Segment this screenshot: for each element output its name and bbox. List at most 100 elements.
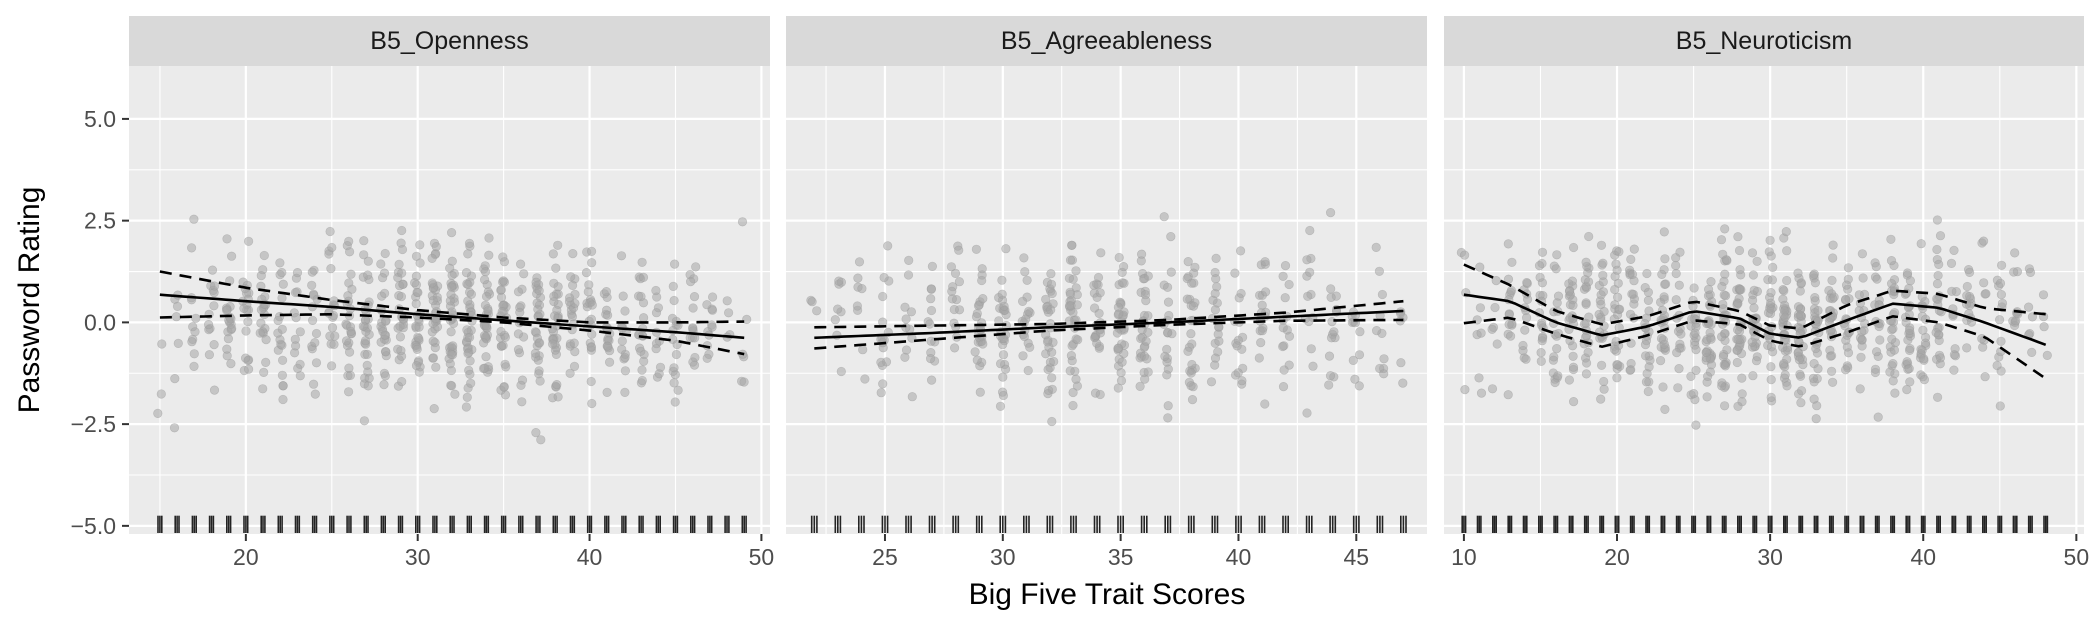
data-point (1935, 231, 1946, 241)
lower-confidence-band (159, 312, 745, 356)
data-point (276, 339, 286, 349)
data-point (445, 296, 455, 306)
data-point (1166, 267, 1176, 277)
x-tick-label: 30 (1757, 544, 1783, 570)
lower-confidence-band (1463, 314, 2047, 380)
data-point (1329, 327, 1339, 337)
data-point (616, 251, 627, 261)
y-tick-label: 5.0 (84, 106, 116, 132)
data-point (462, 279, 472, 289)
data-point (1581, 318, 1591, 329)
data-point (1747, 337, 1757, 347)
data-point (498, 252, 508, 262)
data-point (1459, 250, 1470, 260)
data-point (157, 339, 167, 349)
data-point (636, 291, 646, 302)
data-point (636, 346, 646, 356)
data-point (519, 269, 529, 279)
data-point (1163, 297, 1174, 307)
data-point (1808, 373, 1818, 384)
data-point (925, 319, 935, 329)
data-point (1916, 239, 1926, 249)
data-point (429, 404, 439, 414)
data-point (462, 392, 472, 402)
data-point (204, 350, 214, 360)
data-point (1691, 365, 1701, 376)
data-point (397, 244, 408, 255)
data-point (879, 272, 889, 283)
y-tick-label: 0.0 (84, 309, 116, 335)
data-point (1828, 240, 1838, 250)
data-point (1949, 365, 1959, 375)
data-point (551, 263, 561, 273)
data-point (1918, 325, 1928, 335)
data-point (397, 268, 407, 278)
data-point (926, 336, 936, 346)
data-point (1581, 358, 1592, 368)
data-point (688, 357, 698, 367)
data-point (1256, 338, 1266, 348)
data-point (1187, 359, 1197, 370)
data-point (1474, 373, 1484, 383)
data-point (1371, 242, 1381, 252)
data-point (618, 291, 628, 301)
data-point (1141, 336, 1151, 346)
data-point (256, 318, 266, 328)
data-point (707, 292, 718, 302)
data-point (1766, 375, 1776, 385)
data-point (1067, 240, 1077, 250)
data-point (1093, 272, 1104, 283)
data-point (480, 267, 491, 277)
data-point (1721, 255, 1731, 265)
data-point (1854, 290, 1864, 300)
panel-background (786, 66, 1427, 534)
data-point (465, 369, 475, 379)
data-point (1691, 345, 1701, 355)
data-point (1642, 268, 1652, 279)
data-point (380, 288, 390, 299)
data-point (1748, 371, 1758, 381)
data-point (1962, 281, 1972, 292)
data-point (1643, 287, 1653, 297)
data-point (906, 307, 917, 317)
facet-panel: B5_Openness 20 30 40 50 −5.0 −2.5 0.0 2.5 5.0 (71, 16, 774, 570)
data-point (1139, 273, 1150, 284)
data-point (1732, 345, 1743, 355)
data-point (1324, 351, 1335, 361)
data-point (637, 365, 647, 375)
data-point (1583, 347, 1593, 358)
data-point (461, 402, 472, 412)
data-point (1187, 278, 1197, 288)
data-point (583, 287, 593, 297)
data-point (359, 250, 369, 260)
data-point (496, 326, 506, 337)
data-point (857, 284, 867, 294)
data-point (603, 341, 613, 351)
data-point (1568, 351, 1578, 361)
data-point (620, 306, 630, 316)
data-point (1487, 324, 1497, 334)
upper-confidence-band (814, 299, 1404, 329)
data-point (1537, 247, 1548, 257)
data-point (858, 345, 868, 355)
data-point (1190, 262, 1200, 272)
data-point (427, 253, 437, 263)
data-point (651, 308, 662, 318)
data-point (1211, 253, 1221, 263)
scatter-points (806, 208, 1408, 427)
facet-strip (129, 16, 770, 66)
data-point (1371, 326, 1382, 336)
data-point (1719, 401, 1730, 411)
data-point (1583, 277, 1594, 287)
data-point (688, 303, 698, 313)
data-point (1766, 298, 1776, 308)
data-point (1720, 361, 1730, 371)
data-point (395, 321, 405, 331)
data-point (671, 349, 682, 360)
data-point (651, 285, 661, 296)
data-point (2042, 350, 2052, 361)
data-point (1564, 286, 1575, 297)
data-point (1660, 279, 1671, 289)
data-point (667, 313, 678, 324)
data-point (341, 336, 352, 346)
